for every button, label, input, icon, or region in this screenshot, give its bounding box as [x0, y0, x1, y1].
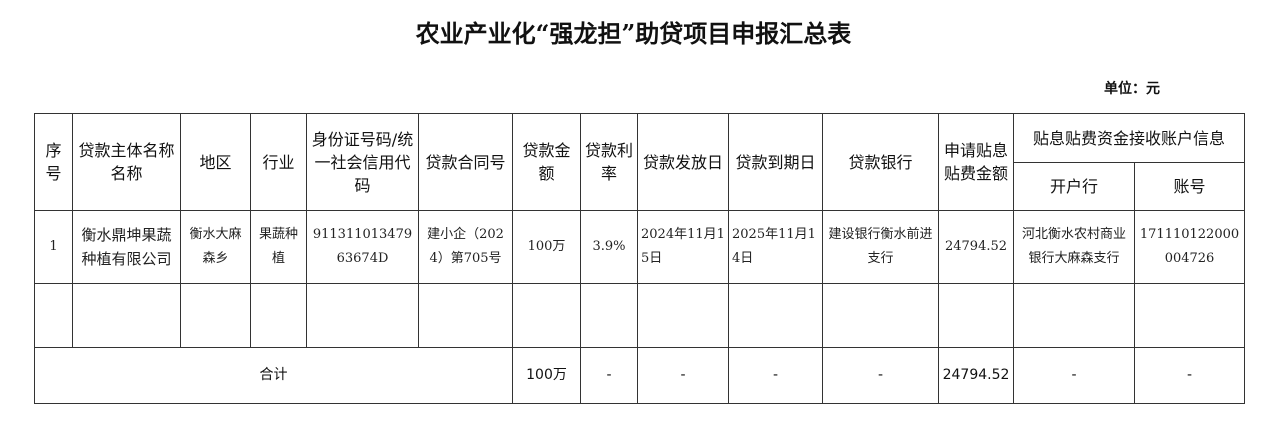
cell-due-date: 2025年11月14日	[728, 210, 823, 284]
empty-cell	[512, 283, 581, 348]
empty-cell	[250, 283, 307, 348]
table-row: 1 衡水鼎坤果蔬种植有限公司 衡水大麻森乡 果蔬种植 9113110134796…	[34, 210, 1246, 284]
header-due-date: 贷款到期日	[728, 113, 823, 211]
empty-cell	[1133, 283, 1246, 348]
cell-industry: 果蔬种植	[250, 210, 307, 284]
cell-bank: 建设银行衡水前进支行	[822, 210, 939, 284]
page-title: 农业产业化“强龙担”助贷项目申报汇总表	[415, 19, 852, 48]
header-row: 序号 贷款主体名称名称 地区 行业 身份证号码/统一社会信用代码 贷款合同号 贷…	[34, 113, 1246, 211]
empty-cell	[822, 283, 939, 348]
header-industry: 行业	[250, 113, 307, 211]
header-amount: 贷款金额	[512, 113, 581, 211]
empty-cell	[1013, 283, 1135, 348]
header-contract: 贷款合同号	[418, 113, 513, 211]
empty-cell	[180, 283, 251, 348]
empty-cell	[637, 283, 729, 348]
cell-borrower: 衡水鼎坤果蔬种植有限公司	[72, 210, 181, 284]
cell-account-no: 171110122000004726	[1133, 210, 1246, 284]
total-account-no: -	[1133, 347, 1246, 404]
total-rate: -	[580, 347, 638, 404]
summary-table: 序号 贷款主体名称名称 地区 行业 身份证号码/统一社会信用代码 贷款合同号 贷…	[34, 113, 1246, 404]
cell-rate: 3.9%	[580, 210, 638, 284]
total-label: 合计	[34, 347, 513, 404]
header-rate: 贷款利率	[580, 113, 638, 211]
empty-cell	[72, 283, 181, 348]
header-open-bank: 开户行	[1013, 162, 1135, 211]
header-id-code: 身份证号码/统一社会信用代码	[306, 113, 419, 211]
header-account-no: 账号	[1133, 162, 1246, 211]
cell-id-code: 91131101347963674D	[306, 210, 419, 284]
empty-cell	[34, 283, 73, 348]
empty-cell	[938, 283, 1014, 348]
total-issue-date: -	[637, 347, 729, 404]
subheader-row: 开户行 账号	[35, 162, 1246, 211]
unit-label: 单位：元	[1104, 81, 1160, 97]
total-subsidy: 24794.52	[938, 347, 1014, 404]
empty-cell	[418, 283, 513, 348]
header-issue-date: 贷款发放日	[637, 113, 729, 211]
empty-cell	[306, 283, 419, 348]
cell-amount: 100万	[512, 210, 581, 284]
cell-open-bank: 河北衡水农村商业银行大麻森支行	[1013, 210, 1135, 284]
cell-region: 衡水大麻森乡	[180, 210, 251, 284]
empty-cell	[728, 283, 823, 348]
cell-subsidy: 24794.52	[938, 210, 1014, 284]
total-amount: 100万	[512, 347, 581, 404]
cell-contract: 建小企（2024）第705号	[418, 210, 513, 284]
cell-issue-date: 2024年11月15日	[637, 210, 729, 284]
empty-row	[34, 283, 1246, 348]
total-row: 合计 100万 - - - - 24794.52 - -	[34, 347, 1246, 404]
cell-seq: 1	[34, 210, 73, 284]
header-subsidy: 申请贴息贴费金额	[938, 113, 1014, 211]
empty-cell	[580, 283, 638, 348]
header-region: 地区	[180, 113, 251, 211]
total-open-bank: -	[1013, 347, 1135, 404]
header-account-info: 贴息贴费资金接收账户信息	[1012, 113, 1246, 163]
header-borrower: 贷款主体名称名称	[72, 113, 181, 211]
header-seq: 序号	[34, 113, 73, 211]
total-bank: -	[822, 347, 939, 404]
total-due-date: -	[728, 347, 823, 404]
header-bank: 贷款银行	[822, 113, 939, 211]
